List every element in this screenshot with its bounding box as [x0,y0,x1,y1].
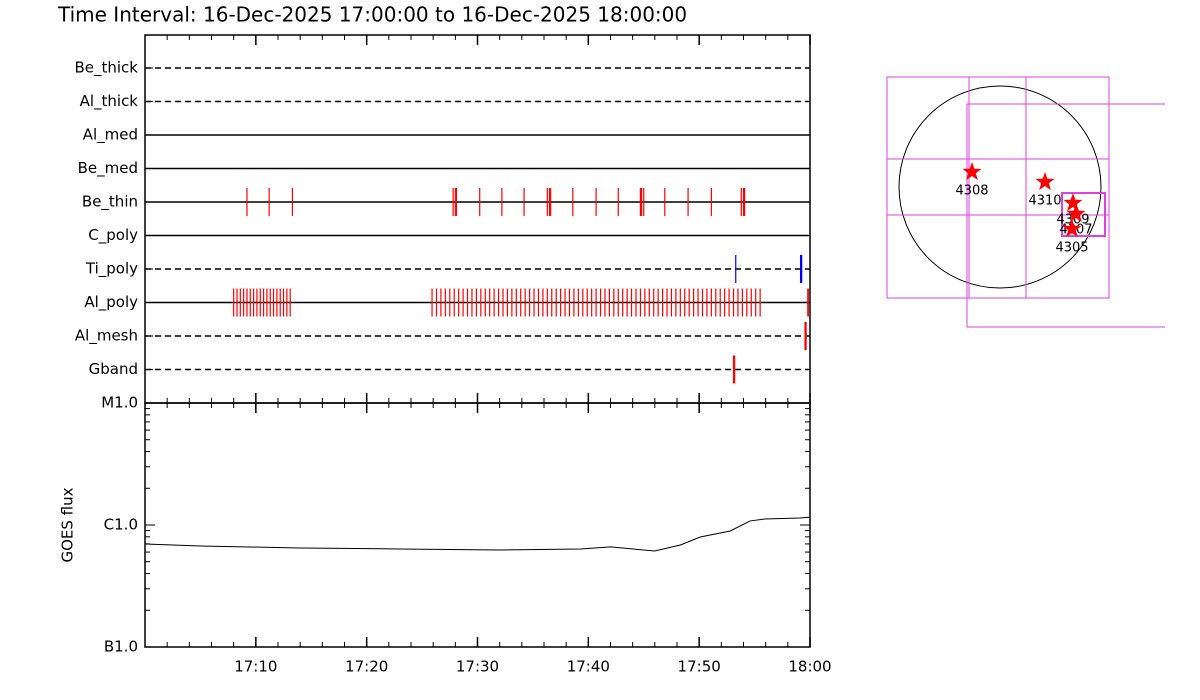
x-tick-label: 18:00 [788,658,831,676]
event-panel [144,34,811,404]
region-star [1035,172,1055,191]
row-label: Ti_poly [85,260,138,279]
region-label: 4310 [1028,194,1061,209]
x-tick-label: 17:40 [567,658,610,676]
x-tick-label: 17:10 [234,658,277,676]
x-tick-label: 17:30 [456,658,499,676]
goes-panel [144,402,811,648]
fov-grid [886,76,1165,328]
row-label: Gband [89,360,138,378]
region-label: 4305 [1055,241,1088,256]
row-label: Be_med [78,159,138,178]
y-tick-label: B1.0 [104,638,138,656]
solar-disk [898,85,1102,289]
sun-map: 43084310430943074305 [886,76,1165,328]
region-star [1066,204,1086,223]
row-label: C_poly [88,226,138,245]
row-label: Al_med [83,126,138,145]
x-tick-label: 17:50 [678,658,721,676]
y-tick-label: C1.0 [104,516,138,534]
row-label: Be_thick [74,59,138,78]
region-star [1062,219,1082,238]
y-axis-label: GOES flux [59,487,77,562]
row-label: Al_poly [84,293,138,312]
row-label: Al_mesh [75,327,138,346]
region-star [962,162,982,181]
title: Time Interval: 16-Dec-2025 17:00:00 to 1… [57,3,687,27]
region-label: 4308 [955,184,988,199]
x-tick-label: 17:20 [345,658,388,676]
y-tick-label: M1.0 [101,394,138,412]
region-star [1063,193,1083,212]
row-label: Be_thin [82,193,138,212]
goes-line [144,516,811,552]
row-label: Al_thick [80,92,139,111]
